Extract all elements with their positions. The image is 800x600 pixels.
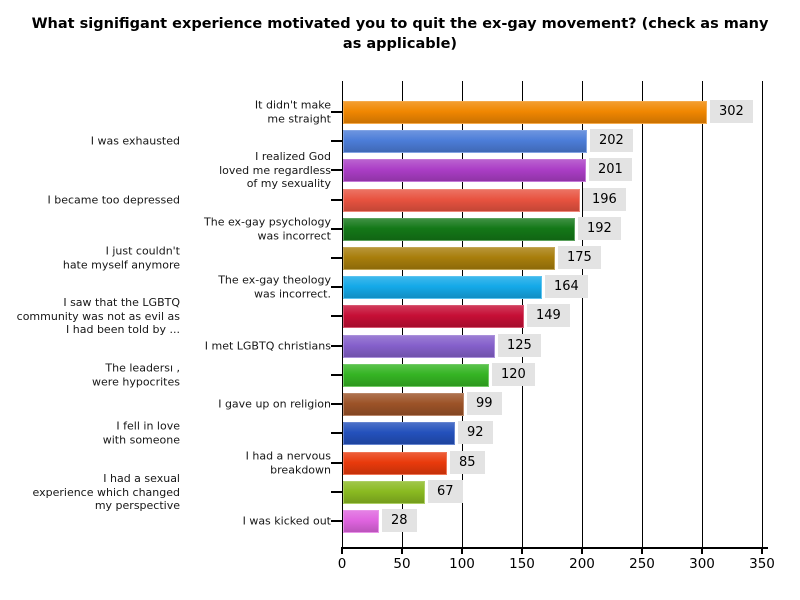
category-label: I gave up on religion bbox=[218, 397, 331, 411]
x-tick-label: 150 bbox=[509, 556, 535, 572]
bar bbox=[343, 130, 587, 153]
x-tick bbox=[581, 547, 583, 554]
category-tick bbox=[331, 403, 342, 405]
category-tick bbox=[331, 257, 342, 259]
x-axis-line bbox=[342, 547, 768, 549]
x-tick-label: 200 bbox=[569, 556, 595, 572]
value-label: 28 bbox=[382, 509, 417, 532]
bar bbox=[343, 101, 707, 124]
x-tick bbox=[701, 547, 703, 554]
category-tick bbox=[331, 374, 342, 376]
y-axis-line bbox=[342, 81, 343, 547]
category-label: I met LGBTQ christians bbox=[204, 339, 331, 353]
gridline bbox=[762, 81, 763, 547]
x-tick bbox=[761, 547, 763, 554]
gridline bbox=[582, 81, 583, 547]
category-tick bbox=[331, 169, 342, 171]
value-label: 164 bbox=[545, 275, 588, 298]
category-label: I had a sexual experience which changed … bbox=[32, 471, 180, 512]
bar bbox=[343, 422, 455, 445]
value-label: 120 bbox=[492, 363, 535, 386]
value-label: 201 bbox=[589, 158, 632, 181]
category-label: I had a nervous breakdown bbox=[245, 449, 331, 477]
category-label: I was kicked out bbox=[242, 514, 331, 528]
x-tick-label: 100 bbox=[449, 556, 475, 572]
value-label: 125 bbox=[498, 334, 541, 357]
category-tick bbox=[331, 228, 342, 230]
x-tick bbox=[341, 547, 343, 554]
value-label: 302 bbox=[710, 100, 753, 123]
x-tick-label: 350 bbox=[749, 556, 775, 572]
bar bbox=[343, 218, 575, 241]
category-label: I saw that the LGBTQ community was not a… bbox=[16, 295, 180, 336]
category-label: It didn't make me straight bbox=[254, 98, 331, 126]
bar bbox=[343, 247, 555, 270]
category-tick bbox=[331, 140, 342, 142]
bar bbox=[343, 159, 586, 182]
x-tick bbox=[401, 547, 403, 554]
category-tick bbox=[331, 432, 342, 434]
value-label: 202 bbox=[590, 129, 633, 152]
category-tick bbox=[331, 315, 342, 317]
x-tick-label: 300 bbox=[689, 556, 715, 572]
category-label: I fell in love with someone bbox=[102, 419, 180, 447]
category-tick bbox=[331, 462, 342, 464]
bar bbox=[343, 276, 542, 299]
value-label: 175 bbox=[558, 246, 601, 269]
x-tick-label: 0 bbox=[337, 556, 347, 572]
category-tick bbox=[331, 520, 342, 522]
category-tick bbox=[331, 199, 342, 201]
x-tick bbox=[521, 547, 523, 554]
gridline bbox=[642, 81, 643, 547]
bar bbox=[343, 510, 379, 533]
category-label: I realized God loved me regardless of my… bbox=[219, 149, 331, 190]
value-label: 99 bbox=[467, 392, 502, 415]
value-label: 196 bbox=[583, 188, 626, 211]
bar bbox=[343, 452, 447, 475]
category-tick bbox=[331, 491, 342, 493]
value-label: 149 bbox=[527, 304, 570, 327]
x-tick bbox=[461, 547, 463, 554]
category-label: The ex-gay psychology was incorrect bbox=[204, 215, 331, 243]
value-label: 192 bbox=[578, 217, 621, 240]
x-tick bbox=[641, 547, 643, 554]
category-tick bbox=[331, 286, 342, 288]
bar bbox=[343, 305, 524, 328]
category-label: I was exhausted bbox=[90, 134, 180, 148]
category-label: The ex-gay theology was incorrect. bbox=[218, 273, 331, 301]
x-tick-label: 250 bbox=[629, 556, 655, 572]
category-label: I just couldn't hate myself anymore bbox=[62, 244, 180, 272]
bar bbox=[343, 393, 464, 416]
chart-title: What signifigant experience motivated yo… bbox=[31, 16, 769, 52]
bar bbox=[343, 364, 489, 387]
category-tick bbox=[331, 111, 342, 113]
value-label: 85 bbox=[450, 451, 485, 474]
bar bbox=[343, 335, 495, 358]
bar bbox=[343, 481, 425, 504]
bar bbox=[343, 189, 580, 212]
category-label: The leadersı , were hypocrites bbox=[92, 361, 180, 389]
gridline bbox=[702, 81, 703, 547]
category-tick bbox=[331, 345, 342, 347]
value-label: 92 bbox=[458, 421, 493, 444]
category-label: I became too depressed bbox=[47, 193, 180, 207]
x-tick-label: 50 bbox=[393, 556, 411, 572]
value-label: 67 bbox=[428, 480, 463, 503]
